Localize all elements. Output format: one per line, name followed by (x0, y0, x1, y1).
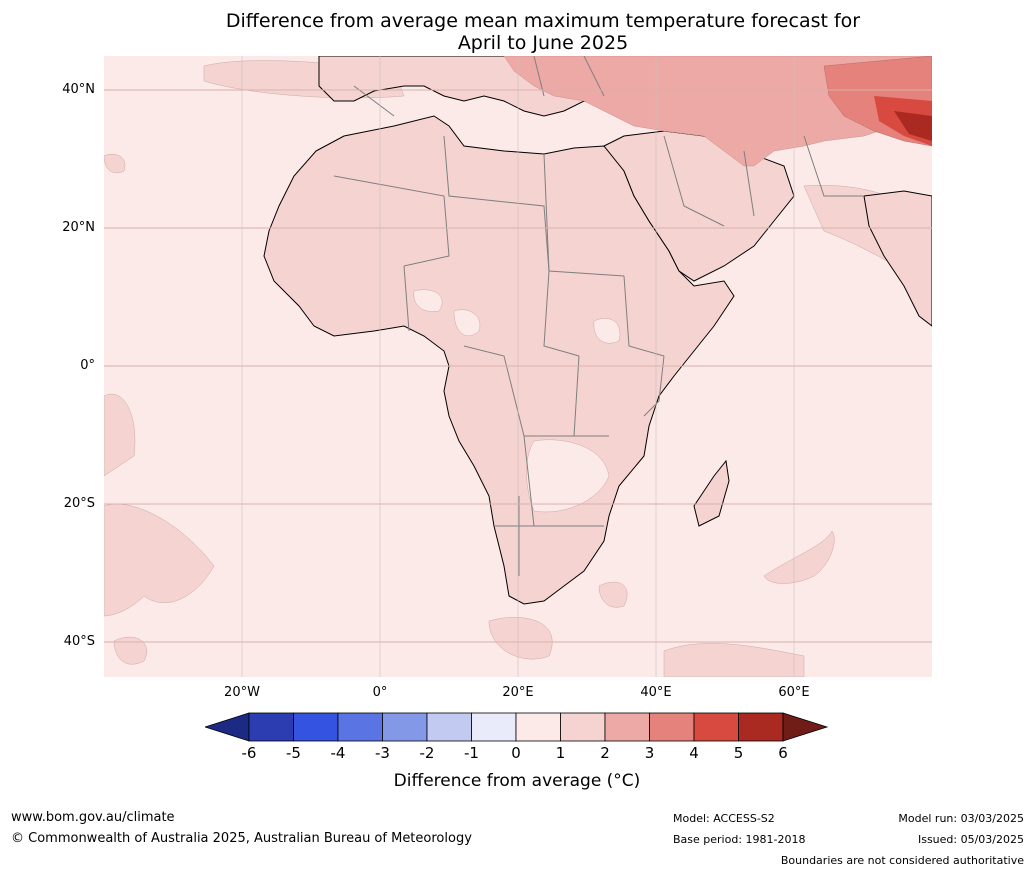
colorbar-segment (337, 712, 383, 742)
anomaly-patch (663, 643, 805, 677)
map-title-line2: April to June 2025 (457, 32, 629, 54)
lon-label-20e: 20°E (502, 685, 534, 700)
forecast-map (104, 56, 932, 677)
anomaly-patch (104, 393, 136, 477)
graticule (104, 56, 932, 677)
colorbar-tick-label: 1 (555, 744, 566, 762)
anomaly-patch (763, 530, 835, 584)
anomaly-patch (104, 153, 126, 174)
colorbar-segment (604, 712, 650, 742)
footer-issued: Issued: 05/03/2025 (917, 833, 1024, 846)
lon-label-60e: 60°E (778, 685, 810, 700)
colorbar-segment (560, 712, 606, 742)
colorbar-segment (515, 712, 561, 742)
colorbar-label: Difference from average (°C) (393, 771, 641, 791)
footer-base-period: Base period: 1981-2018 (673, 833, 806, 846)
anomaly-patch (488, 617, 553, 660)
india-land (863, 190, 932, 327)
anomaly-0-1-patch (593, 318, 621, 344)
colorbar-segment (293, 712, 339, 742)
lon-label-20w: 20°W (224, 685, 260, 700)
footer-model-run: Model run: 03/03/2025 (898, 812, 1024, 825)
anomaly-patch (104, 503, 215, 617)
map-svg (104, 56, 932, 677)
colorbar-tick-label: 2 (600, 744, 610, 762)
country-borders (333, 56, 864, 576)
colorbar-tick-label: -4 (330, 744, 346, 762)
anomaly-0-1-patch (413, 289, 443, 312)
africa-land (263, 115, 735, 605)
colorbar-segment (693, 712, 739, 742)
colorbar-tick-label: -5 (286, 744, 301, 762)
lat-label-40n: 40°N (62, 82, 95, 97)
footer-website[interactable]: www.bom.gov.au/climate (11, 810, 175, 825)
lon-label-0: 0° (372, 685, 388, 700)
anomaly-0-1-patch (526, 439, 610, 513)
colorbar-tick-label: -6 (241, 744, 257, 762)
colorbar-tick-label: -3 (375, 744, 390, 762)
colorbar-segment (382, 712, 428, 742)
anomaly-patch (113, 636, 147, 665)
colorbar (205, 712, 829, 742)
footer-model: Model: ACCESS-S2 (673, 812, 775, 825)
colorbar-segment (426, 712, 472, 742)
colorbar-segment (738, 712, 784, 742)
footer-copyright: © Commonwealth of Australia 2025, Austra… (11, 831, 472, 846)
colorbar-tick-label: -1 (464, 744, 479, 762)
colorbar-tick-label: 0 (511, 744, 521, 762)
lat-label-0: 0° (80, 358, 95, 373)
colorbar-tick-label: 6 (778, 744, 788, 762)
lat-label-40s: 40°S (63, 634, 95, 649)
madagascar (693, 459, 730, 527)
map-title-line1: Difference from average mean maximum tem… (225, 10, 861, 32)
map-title: Difference from average mean maximum tem… (104, 10, 982, 54)
colorbar-segment (471, 712, 517, 742)
anomaly-0-1-patch (453, 309, 481, 336)
colorbar-tick-label: -2 (419, 744, 435, 762)
anomaly-5-6-north (894, 111, 932, 141)
colorbar-arrow-high (782, 712, 829, 742)
colorbar-arrow-low (205, 712, 250, 742)
colorbar-segment (649, 712, 695, 742)
anomaly-patch (598, 581, 628, 608)
lat-label-20s: 20°S (63, 496, 95, 511)
lat-label-20n: 20°N (62, 220, 95, 235)
colorbar-segment (248, 712, 294, 742)
colorbar-tick-label: 3 (644, 744, 655, 762)
lon-label-40e: 40°E (640, 685, 672, 700)
colorbar-tick-label: 5 (733, 744, 744, 762)
footer-disclaimer: Boundaries are not considered authoritat… (780, 854, 1024, 867)
colorbar-tick-label: 4 (689, 744, 699, 762)
